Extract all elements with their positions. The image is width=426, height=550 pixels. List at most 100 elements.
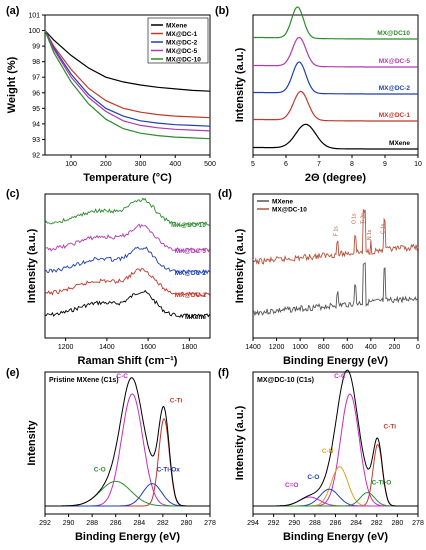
series-line <box>253 61 418 95</box>
x-axis-label: Binding Energy (eV) <box>283 531 388 543</box>
x-tick-label: 284 <box>133 520 145 527</box>
series-label: MXene <box>185 314 206 321</box>
y-tick-label: 101 <box>28 13 40 20</box>
series-label: MX@DC-2 <box>379 85 411 92</box>
legend-label: MX@DC-10 <box>166 57 201 64</box>
x-axis-label: 2Θ (degree) <box>305 172 366 184</box>
x-axis-label: Temperature (°C) <box>83 172 172 184</box>
plot-frame <box>252 193 419 339</box>
fit-component <box>253 393 418 507</box>
panel-d: (d) 1400 1200 1000 800 600 400 200 0 Binding Ener… <box>218 188 420 367</box>
y-axis-label: Intensity <box>26 420 38 466</box>
y-tick-label: 92 <box>32 153 40 160</box>
x-tick-label: 1200 <box>269 344 285 351</box>
plot-frame <box>44 14 211 156</box>
x-tick-label: 288 <box>309 520 321 527</box>
fit-component <box>253 444 418 507</box>
x-tick-label: 280 <box>181 520 193 527</box>
y-tick-label: 94 <box>32 121 40 128</box>
y-tick-label: 96 <box>32 90 40 97</box>
fit-component <box>253 488 418 507</box>
panel-label: (e) <box>6 367 20 379</box>
x-tick-label: 400 <box>169 161 181 168</box>
x-tick-label: 800 <box>318 344 330 351</box>
y-tick-label: 95 <box>32 106 40 113</box>
panel-label: (f) <box>218 367 229 379</box>
series-label: MX@DC10 <box>377 30 410 37</box>
fit-component <box>253 496 418 507</box>
x-tick-label: 600 <box>341 344 353 351</box>
x-tick-label: 10 <box>414 161 422 168</box>
x-tick-label: 282 <box>371 520 383 527</box>
x-tick-label: 286 <box>330 520 342 527</box>
panel-title: MX@DC-10 (C1s) <box>257 377 314 384</box>
peak-annotation: C 1s <box>380 223 386 234</box>
panel-b: (b) 5 6 7 8 9 10 2Θ (degree) Intensity (a.u.) MXe… <box>215 5 422 184</box>
x-axis-label: Binding Energy (eV) <box>283 355 388 367</box>
peak-label: C-Ti <box>384 423 397 430</box>
y-tick-label: 98 <box>32 59 40 66</box>
series-line <box>44 30 211 127</box>
series-line <box>253 36 418 68</box>
x-tick-label: 100 <box>65 161 77 168</box>
fit-component <box>45 417 210 507</box>
legend-label: MX@DC-5 <box>166 48 198 55</box>
series-label: MX@DC-5 <box>175 248 207 255</box>
y-tick-label: 93 <box>32 137 40 144</box>
x-tick-label: 292 <box>39 520 51 527</box>
panel-a: (a) 100 200 300 400 500 Temperature (°C) Weight… <box>6 5 216 184</box>
series-line <box>44 289 210 319</box>
x-tick-label: 8 <box>350 161 354 168</box>
series-line <box>44 223 211 253</box>
series-line <box>44 30 211 132</box>
series-line <box>44 246 210 275</box>
x-tick-label: 278 <box>204 520 216 527</box>
peak-label: C-C <box>116 373 128 380</box>
peak-label: C-Ti-Ox <box>157 467 181 474</box>
legend-label: MX@DC-1 <box>166 31 198 38</box>
x-tick-label: 290 <box>63 520 75 527</box>
x-tick-label: 200 <box>389 344 401 351</box>
peak-label: C-O <box>94 466 106 473</box>
peak-label: C-C <box>334 373 346 380</box>
panel-label: (d) <box>218 188 232 200</box>
fit-component <box>45 393 210 507</box>
peak-annotation: O 1s <box>352 213 358 224</box>
y-axis-label: Intensity (a.u.) <box>234 405 246 480</box>
panel-label: (c) <box>6 188 20 200</box>
peak-label: C-Ti <box>170 398 183 405</box>
series-line <box>253 90 418 122</box>
x-tick-label: 288 <box>86 520 98 527</box>
x-tick-label: 7 <box>317 161 321 168</box>
legend-label: MX@DC-2 <box>166 40 198 47</box>
x-tick-label: 278 <box>412 520 424 527</box>
legend-label: MXene <box>272 199 293 206</box>
peak-annotation: F 1s <box>333 226 339 236</box>
legend-label: MX@DC-10 <box>272 207 307 214</box>
envelope-line <box>45 377 210 507</box>
peak-label: C-N <box>322 448 334 455</box>
x-tick-label: 0 <box>416 344 420 351</box>
panel-label: (a) <box>6 5 20 17</box>
peak-annotation: Ti 2p <box>360 213 366 224</box>
series-line <box>252 262 419 316</box>
series-line <box>253 6 418 40</box>
series-label: MX@DC-10 <box>171 222 206 229</box>
x-tick-label: 9 <box>383 161 387 168</box>
fit-component <box>45 480 210 507</box>
x-tick-label: 292 <box>268 520 280 527</box>
x-tick-label: 280 <box>392 520 404 527</box>
series-line <box>44 30 211 140</box>
series-line <box>253 123 418 150</box>
series-label: MXene <box>389 140 410 147</box>
series-line <box>44 268 210 297</box>
panel-label: (b) <box>215 5 229 17</box>
y-axis-label: Intensity (a.u.) <box>234 228 246 303</box>
x-tick-label: 1400 <box>245 344 261 351</box>
series-label: MX@DC-2 <box>175 270 207 277</box>
series-label: MX@DC-5 <box>379 58 411 65</box>
x-tick-label: 400 <box>365 344 377 351</box>
x-tick-label: 286 <box>110 520 122 527</box>
peak-label: C-Ti-O <box>372 480 392 487</box>
